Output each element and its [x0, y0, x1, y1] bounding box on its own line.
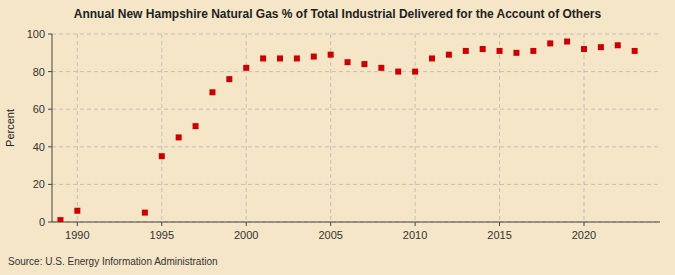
x-tick-label: 2010	[403, 229, 427, 241]
grid-line-x	[415, 34, 416, 222]
x-tick	[246, 222, 247, 226]
point	[395, 69, 401, 75]
grid-line-x	[499, 34, 500, 222]
point	[328, 52, 334, 58]
x-tick-label: 2000	[234, 229, 258, 241]
page: {"chart_data": {"type": "scatter", "titl…	[0, 0, 675, 275]
x-axis-line	[52, 222, 660, 223]
points	[57, 39, 637, 222]
y-tick-label: 80	[33, 66, 45, 78]
point	[159, 153, 165, 159]
source: Source: U.S. Energy Information Administ…	[8, 256, 218, 267]
point	[176, 134, 182, 140]
point	[345, 59, 351, 65]
point	[226, 76, 232, 82]
x-tick-label: 2005	[318, 229, 342, 241]
x-tick-label: 2020	[572, 229, 596, 241]
y-tick-label: 20	[33, 178, 45, 190]
point	[598, 44, 604, 50]
point	[277, 55, 283, 61]
point	[480, 46, 486, 52]
point	[615, 42, 621, 48]
point	[74, 208, 80, 214]
y-tick-label: 60	[33, 103, 45, 115]
y-axis-label: Percent	[4, 109, 16, 147]
x-tick-label: 1995	[150, 229, 174, 241]
point	[547, 40, 553, 46]
grid	[52, 34, 660, 222]
point	[412, 69, 418, 75]
point	[581, 46, 587, 52]
point	[463, 48, 469, 54]
point	[294, 55, 300, 61]
y-tick	[48, 222, 52, 223]
title: Annual New Hampshire Natural Gas % of To…	[74, 7, 602, 21]
y-tick	[48, 146, 52, 147]
y-tick	[48, 34, 52, 35]
x-tick	[330, 222, 331, 226]
y-tick-label: 100	[27, 28, 45, 40]
point	[530, 48, 536, 54]
grid-line-y	[52, 222, 660, 223]
grid-line-x	[77, 34, 78, 222]
point	[209, 89, 215, 95]
point	[632, 48, 638, 54]
y-tick-label: 0	[39, 216, 45, 228]
y-tick	[48, 184, 52, 185]
point	[446, 52, 452, 58]
point	[57, 217, 63, 222]
y-tick	[48, 71, 52, 72]
x-tick-label: 1990	[65, 229, 89, 241]
y-tick	[48, 109, 52, 110]
grid-line-y	[52, 34, 660, 35]
x-tick	[77, 222, 78, 226]
chart-svg: Annual New Hampshire Natural Gas % of To…	[0, 0, 675, 275]
grid-line-y	[52, 146, 660, 147]
grid-line-x	[246, 34, 247, 222]
point	[142, 210, 148, 216]
point	[260, 55, 266, 61]
grid-line-y	[52, 184, 660, 185]
grid-line-x	[161, 34, 162, 222]
grid-line-x	[330, 34, 331, 222]
point	[513, 50, 519, 56]
point	[243, 65, 249, 71]
y-tick-label: 40	[33, 141, 45, 153]
point	[311, 54, 317, 60]
x-tick-label: 2015	[487, 229, 511, 241]
grid-line-x	[584, 34, 585, 222]
point	[564, 39, 570, 45]
x-tick	[161, 222, 162, 226]
point	[378, 65, 384, 71]
x-tick	[499, 222, 500, 226]
chart-container: Annual New Hampshire Natural Gas % of To…	[0, 0, 675, 275]
grid-line-y	[52, 109, 660, 110]
point	[497, 48, 503, 54]
x-tick	[415, 222, 416, 226]
background	[0, 0, 675, 275]
grid-line-y	[52, 71, 660, 72]
point	[429, 55, 435, 61]
axes: 0 20 40 60 80 100 1990 1995 2000 2005 2010 2015 2020	[27, 28, 660, 241]
x-tick	[584, 222, 585, 226]
point	[193, 123, 199, 129]
y-axis-line	[52, 34, 53, 222]
point	[361, 61, 367, 67]
